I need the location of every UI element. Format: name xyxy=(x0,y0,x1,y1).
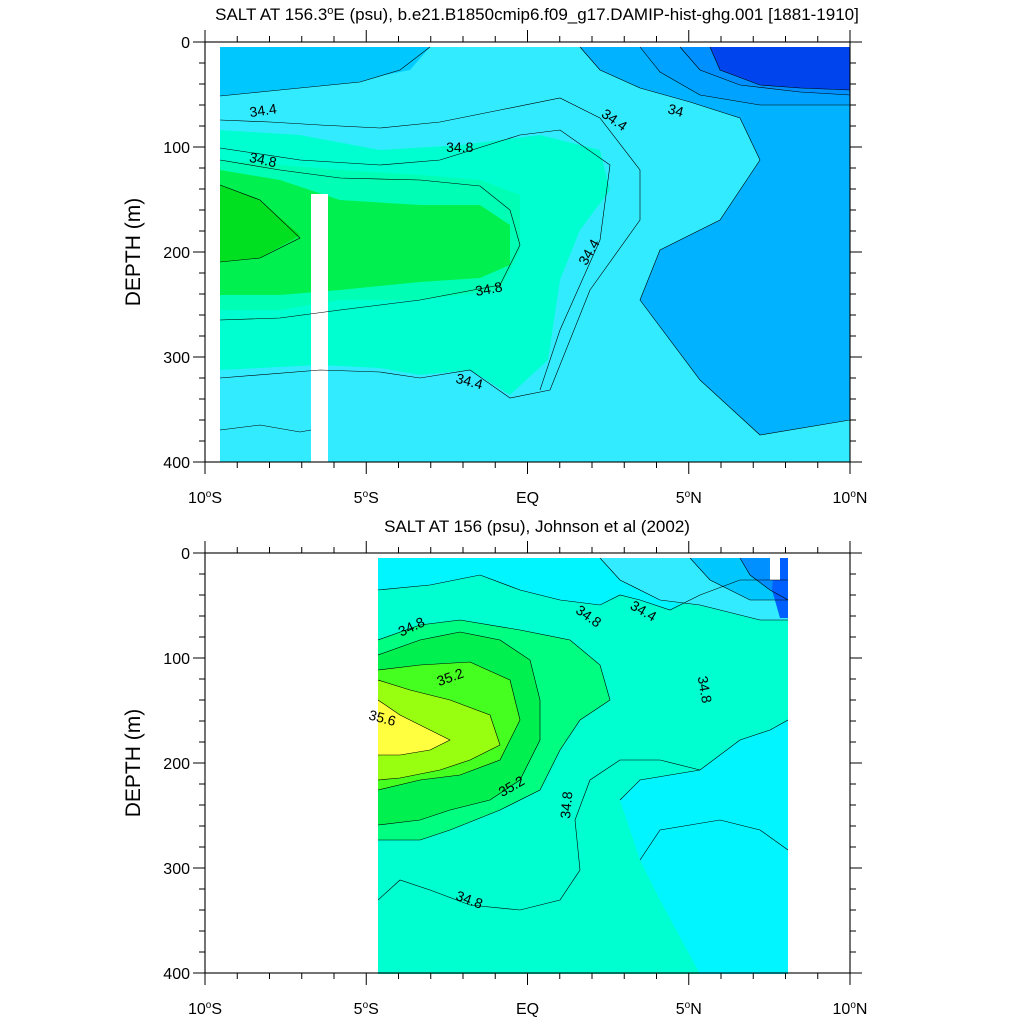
y-tick-label: 400 xyxy=(163,966,190,983)
x-tick-label: 5oS xyxy=(354,489,379,507)
y-tick-label: 200 xyxy=(163,756,190,773)
y-tick-label: 100 xyxy=(163,140,190,157)
panel-1-y-axis: 0 100 200 300 400 xyxy=(163,35,862,472)
x-tick-label: EQ xyxy=(516,1001,539,1018)
y-tick-label: 0 xyxy=(181,35,190,52)
panel-1-contour-lines xyxy=(219,46,850,436)
x-tick-label: 5oN xyxy=(676,1000,702,1018)
panel-2-ylabel: DEPTH (m) xyxy=(122,709,145,818)
panel-1-title: SALT AT 156.3oE (psu), b.e21.B1850cmip6.… xyxy=(215,5,859,24)
x-tick-label: 10oN xyxy=(833,1000,868,1018)
contour-label: 34.8 xyxy=(446,139,473,155)
y-tick-label: 300 xyxy=(163,350,190,367)
x-tick-label: 10oS xyxy=(188,489,222,507)
x-tick-label: 5oN xyxy=(676,489,702,507)
contour-label: 34.8 xyxy=(248,149,278,170)
x-tick-label: EQ xyxy=(516,490,539,507)
contour-label: 34.4 xyxy=(248,100,277,120)
contour-label: 34 xyxy=(666,101,685,121)
y-tick-label: 100 xyxy=(163,651,190,668)
contour-label: 34.8 xyxy=(695,675,716,705)
panel-1-contour-fill xyxy=(220,47,850,462)
panel-2-contour-lines xyxy=(378,558,788,911)
panel-model: SALT AT 156.3oE (psu), b.e21.B1850cmip6.… xyxy=(122,5,867,507)
panel-2-x-axis: 10oS 5oS EQ 5oN 10oN xyxy=(188,541,867,1018)
panel-1-ylabel: DEPTH (m) xyxy=(122,198,145,307)
panel-2-title: SALT AT 156 (psu), Johnson et al (2002) xyxy=(384,517,690,536)
contour-label: 35.6 xyxy=(367,707,398,730)
panel-1-x-axis: 10oS 5oS EQ 5oN 10oN xyxy=(188,30,867,507)
contour-label: 34.4 xyxy=(454,370,485,393)
y-tick-label: 300 xyxy=(163,861,190,878)
panel-observed: SALT AT 156 (psu), Johnson et al (2002) xyxy=(122,517,867,1018)
contour-label: 34.8 xyxy=(474,278,504,299)
panel-2-y-axis: 0 100 200 300 400 xyxy=(163,546,862,983)
x-tick-label: 5oS xyxy=(354,1000,379,1018)
contour-label: 34.8 xyxy=(557,791,575,820)
y-tick-label: 0 xyxy=(181,546,190,563)
x-tick-label: 10oN xyxy=(833,489,868,507)
y-tick-label: 200 xyxy=(163,245,190,262)
panel-2-contour-fill xyxy=(378,558,788,974)
y-tick-label: 400 xyxy=(163,455,190,472)
x-tick-label: 10oS xyxy=(188,1000,222,1018)
